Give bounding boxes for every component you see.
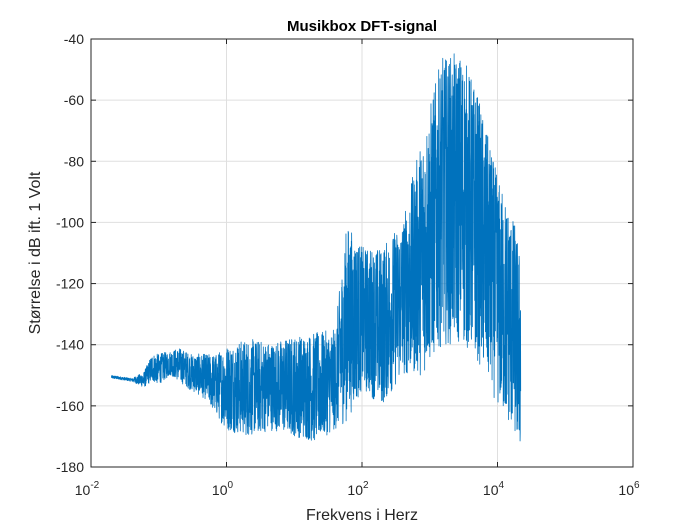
x-tick-exponent: 0 bbox=[228, 480, 234, 491]
series-line bbox=[110, 53, 522, 442]
y-tick-label: -60 bbox=[64, 92, 84, 108]
x-tick-base: 10 bbox=[347, 482, 363, 498]
y-tick-label: -140 bbox=[56, 337, 84, 353]
x-tick-exponent: 6 bbox=[634, 480, 640, 491]
y-tick-label: -100 bbox=[56, 214, 84, 230]
x-tick-label: 102 bbox=[347, 480, 369, 498]
y-tick-label: -120 bbox=[56, 276, 84, 292]
x-tick-label: 106 bbox=[618, 480, 640, 498]
x-tick-label: 100 bbox=[212, 480, 234, 498]
y-tick-label: -180 bbox=[56, 459, 84, 475]
x-tick-base: 10 bbox=[483, 482, 499, 498]
y-tick-label: -160 bbox=[56, 398, 84, 414]
x-tick-base: 10 bbox=[212, 482, 228, 498]
y-tick-label: -80 bbox=[64, 153, 84, 169]
x-tick-exponent: -2 bbox=[90, 480, 99, 491]
x-tick-base: 10 bbox=[618, 482, 634, 498]
chart-title: Musikbox DFT-signal bbox=[287, 18, 437, 35]
x-tick-exponent: 4 bbox=[499, 480, 505, 491]
x-tick-exponent: 2 bbox=[363, 480, 369, 491]
y-tick-label: -40 bbox=[64, 31, 84, 47]
x-tick-base: 10 bbox=[75, 482, 91, 498]
x-tick-label: 104 bbox=[483, 480, 505, 498]
plot-area bbox=[110, 53, 522, 442]
x-axis-label: Frekvens i Herz bbox=[306, 507, 418, 524]
y-axis-label: Størrelse i dB ift. 1 Volt bbox=[27, 171, 44, 334]
x-tick-label: 10-2 bbox=[75, 480, 100, 498]
